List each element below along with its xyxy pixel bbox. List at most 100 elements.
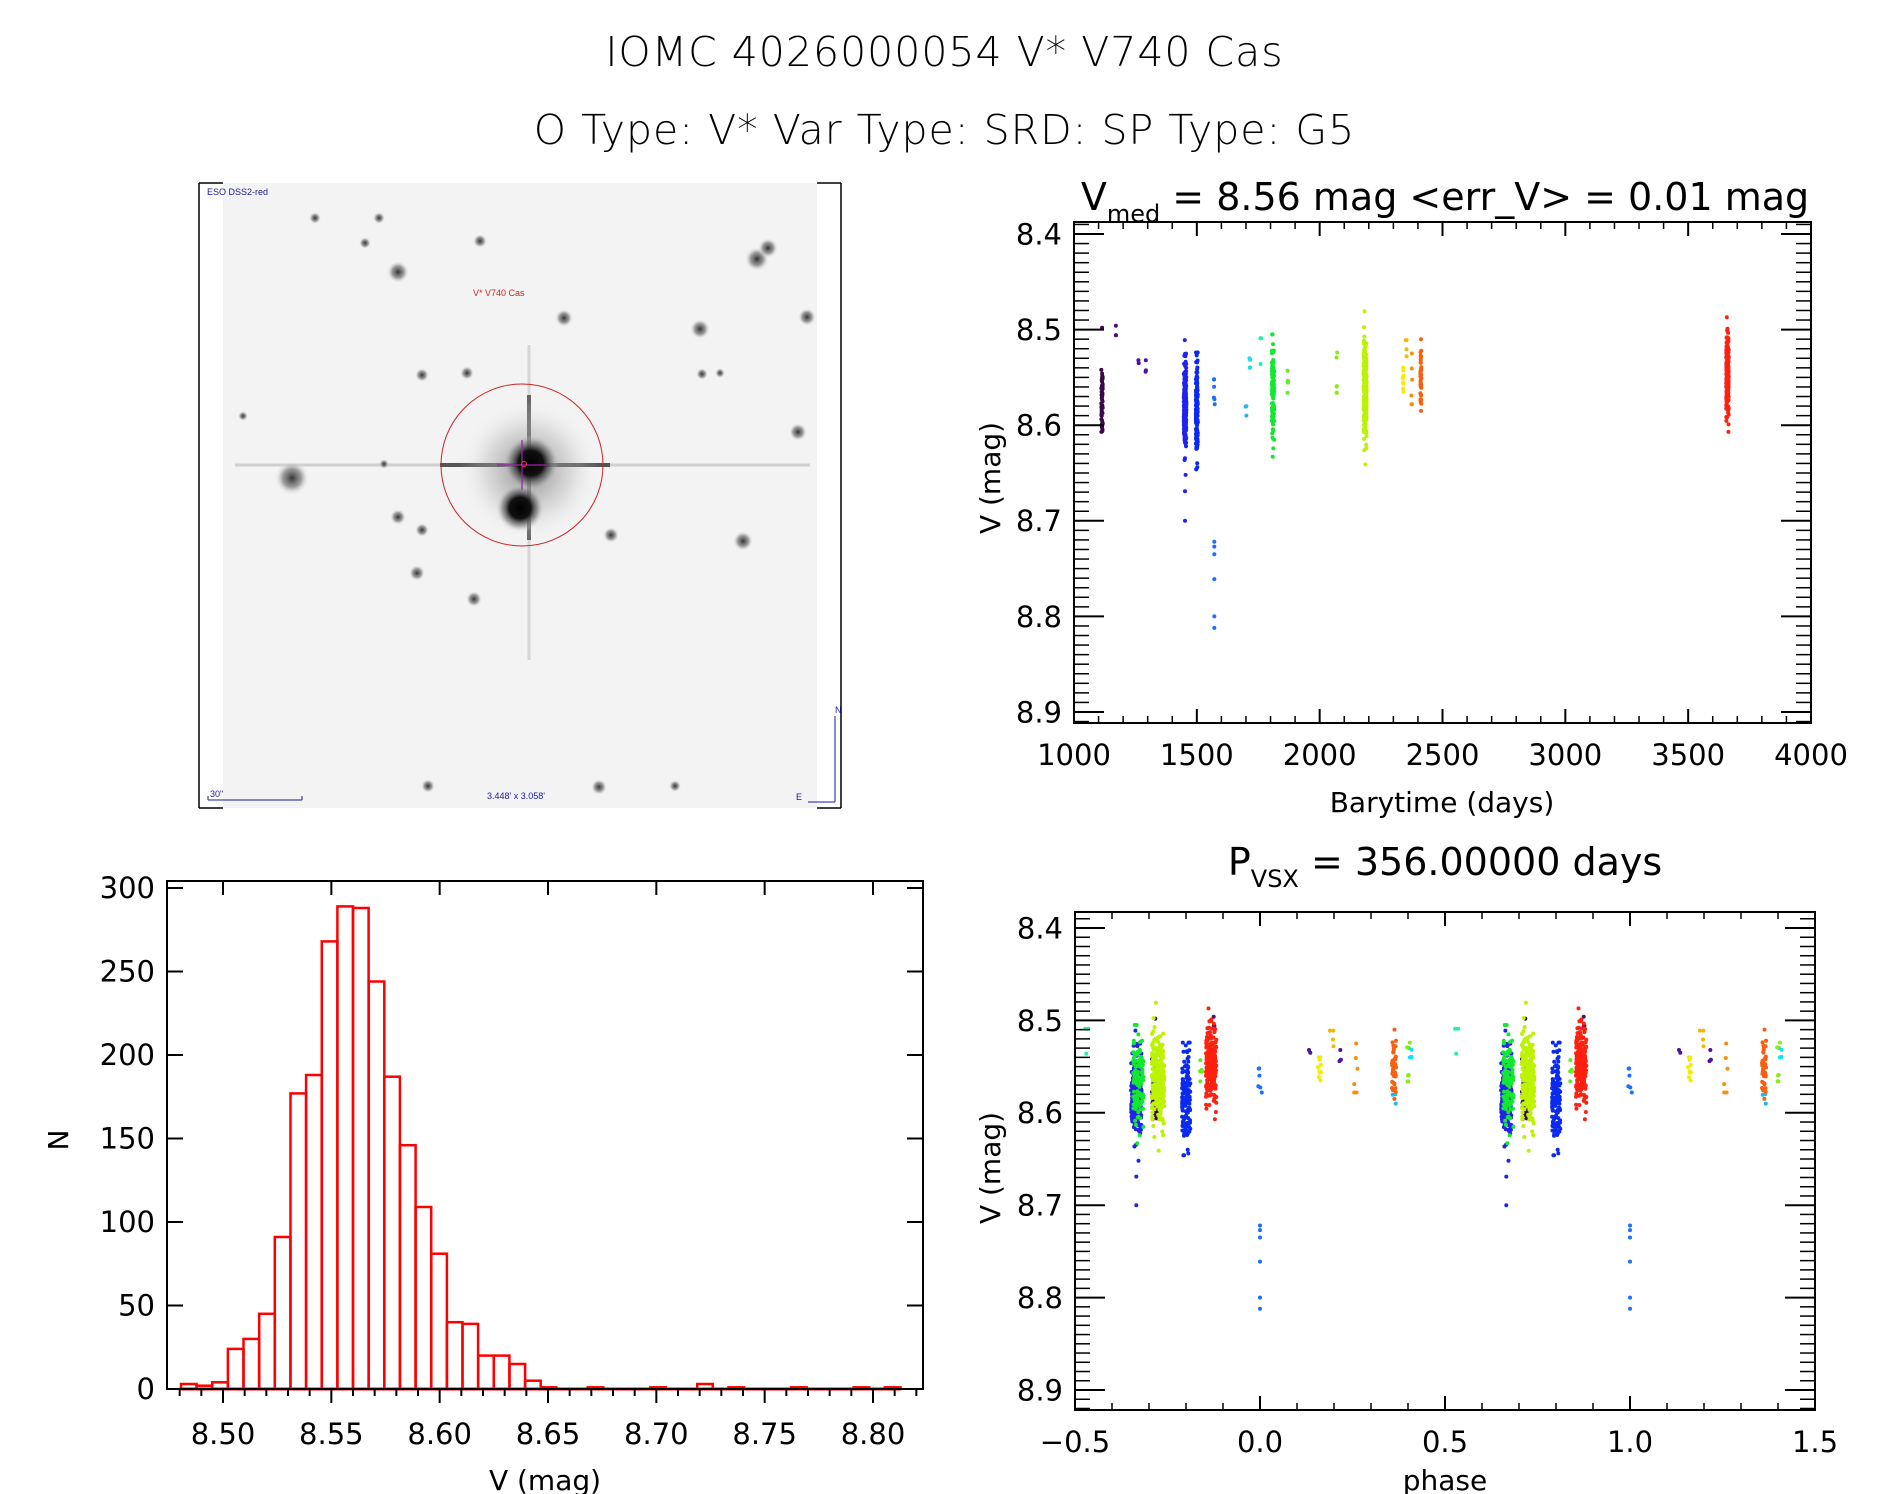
phase-point xyxy=(1393,1086,1398,1091)
phase-point xyxy=(1406,1073,1410,1078)
lightcurve-point xyxy=(1182,411,1187,416)
phase-xlabel: phase xyxy=(1403,1464,1488,1494)
histogram-bar xyxy=(508,1362,527,1391)
phase-point xyxy=(1210,1040,1215,1045)
phase-point xyxy=(1760,1092,1765,1097)
phase-point xyxy=(1154,1070,1159,1075)
phase-point xyxy=(1530,1081,1535,1085)
phase-point xyxy=(1204,1094,1208,1099)
lightcurve-point xyxy=(1194,394,1198,399)
lightcurve-point xyxy=(1195,380,1200,385)
field-star xyxy=(733,531,753,551)
phase-point xyxy=(1558,1126,1563,1131)
phase-point xyxy=(1520,1096,1525,1100)
phase-point xyxy=(1133,1070,1138,1075)
phase-point xyxy=(1187,1048,1192,1053)
lightcurve-point xyxy=(1183,472,1188,477)
phase-point xyxy=(1526,1079,1531,1084)
phase-point xyxy=(1392,1027,1397,1032)
phase-point xyxy=(1506,1032,1511,1037)
phase-point xyxy=(1510,1099,1515,1104)
lightcurve-point xyxy=(1195,375,1200,380)
lightcurve-point xyxy=(1270,428,1275,432)
lightcurve-point xyxy=(1183,489,1187,494)
phase-point xyxy=(1724,1090,1729,1095)
lightcurve-point xyxy=(1334,384,1339,389)
lightcurve-point xyxy=(1409,351,1414,356)
phase-point xyxy=(1180,1091,1185,1096)
phase-point xyxy=(1708,1057,1713,1062)
lightcurve-point xyxy=(1270,454,1275,459)
phase-point xyxy=(1501,1106,1506,1111)
phase-point xyxy=(1158,1034,1163,1039)
phase-point xyxy=(1580,1058,1585,1063)
phase-point xyxy=(1550,1091,1555,1096)
phase-point xyxy=(1211,1014,1216,1019)
lightcurve-point xyxy=(1272,419,1277,423)
phase-point xyxy=(1764,1038,1768,1043)
phase-point xyxy=(1505,1115,1510,1120)
phase-point xyxy=(1521,1101,1526,1106)
phase-point xyxy=(1140,1099,1145,1104)
lightcurve-point xyxy=(1183,426,1188,431)
lightcurve-point xyxy=(1363,426,1368,431)
lightcurve-point xyxy=(1193,397,1198,402)
phase-point xyxy=(1574,1066,1579,1070)
phase-point xyxy=(1084,1051,1089,1056)
phase-point xyxy=(1511,1124,1516,1129)
phase-point xyxy=(1181,1119,1186,1124)
phase-point xyxy=(1501,1089,1506,1094)
phase-point xyxy=(1557,1107,1562,1112)
lightcurve-point xyxy=(1183,359,1188,364)
phase-point xyxy=(1150,1058,1155,1063)
phase-point xyxy=(1213,1083,1218,1088)
phase-point xyxy=(1133,1028,1138,1033)
phase-point xyxy=(1156,1039,1160,1044)
phase-point xyxy=(1551,1119,1556,1124)
phase-point xyxy=(1577,1072,1582,1076)
phase-point xyxy=(1256,1084,1261,1089)
field-star xyxy=(421,779,435,793)
lightcurve-point xyxy=(1184,435,1188,440)
phase-point xyxy=(1503,1070,1508,1075)
phase-point xyxy=(1156,1079,1161,1084)
lightcurve-ytick-label: 8.4 xyxy=(1016,217,1062,251)
phase-point xyxy=(1581,1076,1586,1081)
phase-point xyxy=(1158,1075,1163,1080)
lightcurve-point xyxy=(1363,390,1368,395)
phase-point xyxy=(1132,1041,1136,1046)
phase-point xyxy=(1501,1102,1506,1107)
lightcurve-title-subscript: med xyxy=(1107,200,1160,228)
phase-ytick-label: 8.4 xyxy=(1017,911,1063,945)
lightcurve-point xyxy=(1195,408,1199,413)
phase-point xyxy=(1131,1061,1136,1066)
phase-point xyxy=(1502,1041,1506,1046)
phase-point xyxy=(1204,1091,1209,1096)
phase-point xyxy=(1555,1096,1560,1101)
phase-point xyxy=(1550,1070,1555,1075)
lightcurve-point xyxy=(1258,336,1263,341)
phase-point xyxy=(1501,1050,1506,1055)
phase-point xyxy=(1186,1088,1191,1093)
phase-point xyxy=(1183,1064,1187,1069)
lightcurve-point xyxy=(1182,389,1187,393)
phase-point xyxy=(1583,1083,1588,1088)
phase-point xyxy=(1530,1052,1535,1057)
phase-point xyxy=(1212,1117,1217,1122)
phase-point xyxy=(1574,1094,1578,1099)
lightcurve-point xyxy=(1270,375,1275,380)
phase-point xyxy=(1393,1057,1398,1062)
phase-point xyxy=(1131,1089,1136,1094)
phase-point xyxy=(1355,1066,1360,1071)
phase-point xyxy=(1582,1117,1587,1122)
scale-bar-label: 30" xyxy=(210,789,223,799)
field-star xyxy=(359,237,371,249)
phase-point xyxy=(1520,1087,1525,1092)
phase-point xyxy=(1131,1058,1136,1063)
lightcurve-point xyxy=(1269,414,1274,419)
lightcurve-point xyxy=(1212,539,1217,544)
lightcurve-point xyxy=(1724,359,1729,364)
phase-point xyxy=(1520,1117,1525,1122)
phase-point xyxy=(1156,1114,1161,1118)
phase-point xyxy=(1775,1045,1780,1050)
